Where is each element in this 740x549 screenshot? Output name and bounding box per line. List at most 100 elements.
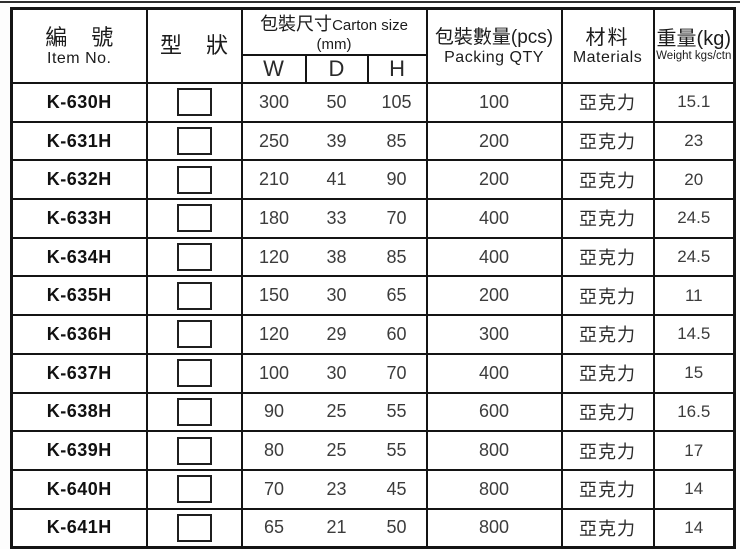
header-weight-zh: 重量(kg) — [656, 28, 731, 50]
carton-w-cell: 300 — [241, 82, 306, 123]
shape-cell — [145, 275, 243, 317]
shape-box-icon — [176, 320, 212, 349]
header-row-main: 編 號 Item No. 型 狀 包裝尺寸Carton size (mm) 包裝… — [10, 7, 736, 84]
shape-box-icon — [176, 475, 212, 504]
carton-w-cell: 65 — [241, 507, 306, 549]
item-no-cell: K-630H — [10, 82, 148, 123]
item-no-cell: K-632H — [10, 159, 148, 201]
carton-w-cell: 180 — [241, 198, 306, 239]
carton-d-cell: 21 — [305, 507, 368, 549]
table-row: K-641H 65 21 50 800 亞克力 14 — [10, 507, 736, 549]
shape-cell — [145, 391, 243, 433]
material-cell: 亞克力 — [560, 236, 655, 278]
header-shape: 型 狀 — [145, 7, 243, 84]
header-weight-en: Weight kgs/ctn — [656, 50, 732, 62]
carton-w-cell: 100 — [241, 352, 306, 394]
header-qty-en: Packing QTY — [444, 48, 544, 66]
weight-cell: 17 — [652, 430, 736, 471]
carton-d-cell: 23 — [305, 468, 368, 510]
carton-d-cell: 25 — [305, 430, 368, 471]
shape-box-icon — [176, 204, 212, 233]
table-row: K-636H 120 29 60 300 亞克力 14.5 — [10, 314, 736, 355]
header-row-sub: W D H — [12, 54, 735, 84]
material-cell: 亞克力 — [560, 430, 655, 471]
table-header: 編 號 Item No. 型 狀 包裝尺寸Carton size (mm) 包裝… — [10, 7, 736, 84]
material-cell: 亞克力 — [560, 352, 655, 394]
packing-qty-cell: 400 — [425, 236, 563, 278]
header-packing-qty: 包裝數量(pcs) Packing QTY — [425, 7, 563, 84]
shape-box-icon — [176, 359, 212, 388]
shape-cell — [145, 120, 243, 162]
weight-cell: 14 — [652, 468, 736, 510]
carton-h-cell: 70 — [367, 198, 427, 239]
header-materials-en: Materials — [572, 48, 643, 66]
carton-w-cell: 150 — [241, 275, 306, 317]
shape-cell — [145, 314, 243, 355]
carton-h-cell: 70 — [367, 352, 427, 394]
shape-cell — [145, 430, 243, 471]
weight-cell: 14 — [652, 507, 736, 549]
header-materials-zh: 材料 — [585, 26, 630, 49]
carton-d-cell: 41 — [305, 159, 368, 201]
table-row: K-634H 120 38 85 400 亞克力 24.5 — [10, 236, 736, 278]
item-no-cell: K-636H — [10, 314, 148, 355]
header-carton-w: W — [240, 54, 307, 84]
weight-cell: 20 — [652, 159, 736, 201]
weight-cell: 24.5 — [652, 236, 736, 278]
weight-cell: 16.5 — [652, 391, 736, 433]
carton-w-cell: 90 — [241, 391, 306, 433]
packing-qty-cell: 300 — [425, 314, 563, 355]
shape-box-icon — [176, 88, 212, 117]
packing-qty-cell: 200 — [425, 275, 563, 317]
carton-h-cell: 85 — [367, 236, 427, 278]
shape-box-icon — [176, 513, 212, 542]
header-item-no-zh: 編 號 — [45, 24, 123, 50]
item-no-cell: K-634H — [10, 236, 148, 278]
item-no-cell: K-631H — [10, 120, 148, 162]
header-carton-h: H — [366, 54, 428, 84]
carton-h-cell: 105 — [367, 82, 427, 123]
carton-d-cell: 50 — [305, 82, 368, 123]
packing-qty-cell: 100 — [425, 82, 563, 123]
header-carton-size: 包裝尺寸Carton size (mm) — [240, 7, 428, 56]
table-row: K-637H 100 30 70 400 亞克力 15 — [10, 352, 736, 394]
shape-box-icon — [176, 127, 212, 156]
top-rule-divider — [0, 1, 740, 3]
carton-d-cell: 29 — [305, 314, 368, 355]
carton-h-cell: 55 — [367, 391, 427, 433]
carton-d-cell: 38 — [305, 236, 368, 278]
carton-h-cell: 85 — [367, 120, 427, 162]
product-spec-table: 編 號 Item No. 型 狀 包裝尺寸Carton size (mm) 包裝… — [10, 7, 737, 549]
table-row: K-635H 150 30 65 200 亞克力 11 — [10, 275, 736, 317]
table-body: K-630H 300 50 105 100 亞克力 15.1 K-631H 250 39 85 200… — [10, 82, 736, 549]
packing-qty-cell: 800 — [425, 430, 563, 471]
material-cell: 亞克力 — [560, 159, 655, 201]
carton-h-cell: 65 — [367, 275, 427, 317]
carton-w-cell: 80 — [241, 430, 306, 471]
item-no-cell: K-638H — [10, 391, 148, 433]
carton-d-cell: 39 — [305, 120, 368, 162]
packing-qty-cell: 400 — [425, 352, 563, 394]
table-row: K-640H 70 23 45 800 亞克力 14 — [10, 468, 736, 510]
material-cell: 亞克力 — [560, 82, 655, 123]
header-carton-en: Carton size (mm) — [316, 17, 408, 53]
weight-cell: 24.5 — [652, 198, 736, 239]
header-qty-zh: 包裝數量(pcs) — [434, 26, 554, 48]
packing-qty-cell: 800 — [425, 468, 563, 510]
table-row: K-630H 300 50 105 100 亞克力 15.1 — [10, 82, 736, 123]
shape-cell — [145, 82, 243, 123]
material-cell: 亞克力 — [560, 198, 655, 239]
table-row: K-633H 180 33 70 400 亞克力 24.5 — [10, 198, 736, 239]
packing-qty-cell: 200 — [425, 159, 563, 201]
material-cell: 亞克力 — [560, 468, 655, 510]
weight-cell: 15.1 — [652, 82, 736, 123]
weight-cell: 14.5 — [652, 314, 736, 355]
shape-cell — [145, 236, 243, 278]
item-no-cell: K-633H — [10, 198, 148, 239]
packing-qty-cell: 400 — [425, 198, 563, 239]
header-shape-zh: 型 狀 — [159, 33, 238, 58]
carton-w-cell: 120 — [241, 236, 306, 278]
carton-h-cell: 90 — [367, 159, 427, 201]
weight-cell: 15 — [652, 352, 736, 394]
item-no-cell: K-639H — [10, 430, 148, 471]
